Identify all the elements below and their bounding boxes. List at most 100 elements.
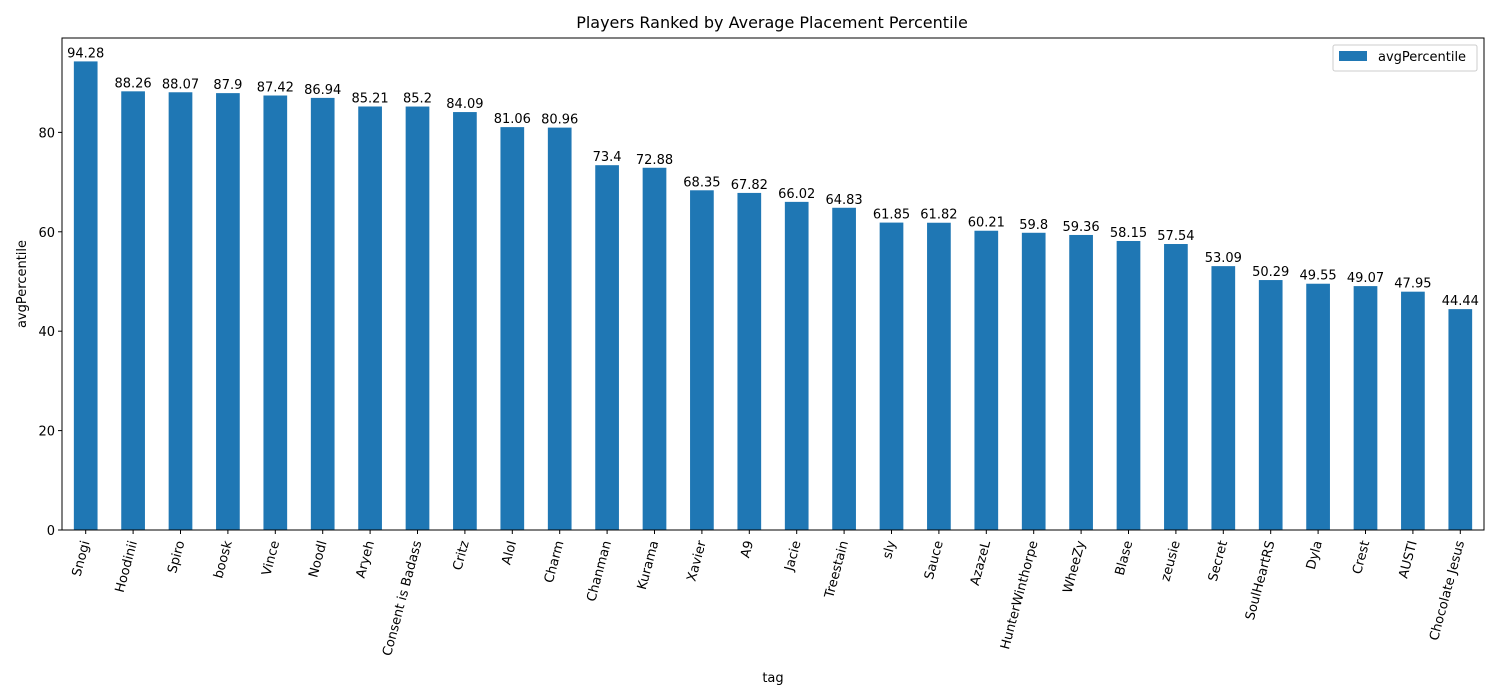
data-label-21: 59.36 — [1062, 220, 1099, 235]
x-tick-label-0: Snogi — [70, 539, 94, 578]
x-tick-label-22: Blase — [1113, 539, 1137, 577]
data-label-12: 72.88 — [636, 153, 673, 168]
data-label-19: 60.21 — [968, 216, 1005, 231]
data-label-23: 57.54 — [1157, 229, 1194, 244]
x-tick-label-3: boosk — [211, 539, 236, 580]
bar-11 — [595, 165, 619, 530]
x-tick-label-24: Secret — [1206, 539, 1231, 583]
bar-16 — [832, 207, 856, 530]
data-label-8: 84.09 — [446, 97, 483, 112]
x-tick-label-16: Treestain — [822, 539, 852, 601]
data-label-17: 61.85 — [873, 208, 910, 223]
x-tick-label-27: Crest — [1350, 539, 1373, 576]
bar-0 — [73, 61, 98, 530]
bar-17 — [879, 222, 904, 530]
x-tick-label-17: sly — [880, 539, 899, 561]
data-label-26: 49.55 — [1299, 269, 1336, 284]
bar-21 — [1069, 234, 1093, 530]
y-tick-label-0: 0 — [47, 524, 55, 539]
legend-label: avgPercentile — [1378, 50, 1466, 65]
bar-25 — [1258, 280, 1283, 530]
x-tick-label-26: Dyla — [1304, 539, 1326, 571]
bar-24 — [1211, 266, 1236, 530]
x-tick-label-8: Critz — [451, 539, 473, 572]
data-label-2: 88.07 — [162, 77, 199, 92]
x-axis-label: tag — [762, 671, 783, 686]
y-tick-label-3: 60 — [38, 226, 55, 241]
bar-7 — [405, 106, 430, 530]
plot-area: 94.28 88.26 88.07 87.9 87.42 86.94 85.21 85.2 84… — [67, 46, 1479, 531]
legend-swatch — [1339, 51, 1367, 61]
x-tick-label-15: Jacie — [782, 539, 805, 573]
data-label-7: 85.2 — [403, 92, 432, 107]
bar-18 — [927, 222, 951, 531]
bar-6 — [358, 106, 382, 531]
x-tick-label-13: Xavier — [685, 539, 710, 584]
data-label-6: 85.21 — [351, 91, 388, 106]
data-label-24: 53.09 — [1205, 251, 1242, 266]
bar-22 — [1116, 240, 1141, 531]
chart-title: Players Ranked by Average Placement Perc… — [576, 13, 968, 32]
bar-28 — [1401, 291, 1425, 530]
x-tick-label-20: HunterWinthorpe — [998, 539, 1041, 651]
y-tick-label-4: 80 — [38, 126, 55, 141]
x-tick-label-28: AUSTI — [1396, 539, 1420, 580]
data-label-14: 67.82 — [731, 178, 768, 193]
data-label-18: 61.82 — [920, 208, 957, 223]
x-axis: Snogi Hoodinii Spiro boosk Vince Noodl Aryeh Co… — [70, 530, 1468, 658]
data-label-13: 68.35 — [683, 175, 720, 190]
y-axis: 0 20 40 60 80 — [38, 126, 62, 539]
data-label-25: 50.29 — [1252, 265, 1289, 280]
bar-14 — [737, 192, 762, 531]
x-tick-label-1: Hoodinii — [113, 539, 141, 594]
data-label-4: 87.42 — [257, 81, 294, 96]
x-tick-label-2: Spiro — [165, 539, 188, 575]
x-tick-label-6: Aryeh — [354, 539, 378, 580]
bar-15 — [784, 201, 809, 530]
y-tick-label-2: 40 — [38, 325, 55, 340]
data-label-15: 66.02 — [778, 187, 815, 202]
data-label-9: 81.06 — [494, 112, 531, 127]
bar-27 — [1353, 286, 1378, 530]
bar-29 — [1448, 309, 1473, 530]
data-label-5: 86.94 — [304, 83, 341, 98]
plot-frame — [61, 37, 1485, 531]
x-tick-label-19: AzazeL — [968, 538, 995, 587]
x-tick-label-4: Vince — [259, 539, 283, 577]
bar-26 — [1306, 283, 1330, 530]
data-label-0: 94.28 — [67, 46, 104, 61]
x-tick-label-18: Sauce — [922, 539, 947, 581]
bar-12 — [642, 167, 667, 530]
legend-frame — [1332, 44, 1478, 72]
data-label-28: 47.95 — [1394, 277, 1431, 292]
x-tick-label-11: Chanman — [584, 539, 615, 603]
bar-13 — [690, 190, 714, 531]
data-label-20: 59.8 — [1019, 218, 1048, 233]
data-label-22: 58.15 — [1110, 226, 1147, 241]
data-label-29: 44.44 — [1442, 294, 1479, 309]
x-tick-label-7: Consent is Badass — [380, 539, 425, 658]
x-tick-label-5: Noodl — [306, 539, 330, 579]
x-tick-label-25: SoulHeartRS — [1243, 539, 1279, 622]
x-tick-label-12: Kurama — [635, 539, 662, 591]
bar-5 — [310, 97, 335, 530]
bar-9 — [500, 127, 525, 531]
bar-20 — [1021, 232, 1046, 530]
x-tick-label-21: WheeZy — [1061, 539, 1089, 595]
x-tick-label-10: Charm — [542, 539, 568, 584]
y-axis-label: avgPercentile — [15, 240, 30, 328]
bar-10 — [547, 127, 572, 531]
x-tick-label-9: AloI — [499, 539, 520, 566]
bar-23 — [1164, 244, 1188, 530]
x-tick-label-23: zeusie — [1159, 539, 1184, 583]
data-label-3: 87.9 — [213, 78, 242, 93]
y-tick-label-1: 20 — [38, 425, 55, 440]
data-label-1: 88.26 — [114, 76, 151, 91]
bar-2 — [168, 92, 193, 531]
bar-4 — [263, 95, 288, 530]
bar-8 — [453, 112, 477, 530]
bar-19 — [974, 230, 999, 531]
bar-3 — [216, 93, 240, 531]
data-label-10: 80.96 — [541, 113, 578, 128]
